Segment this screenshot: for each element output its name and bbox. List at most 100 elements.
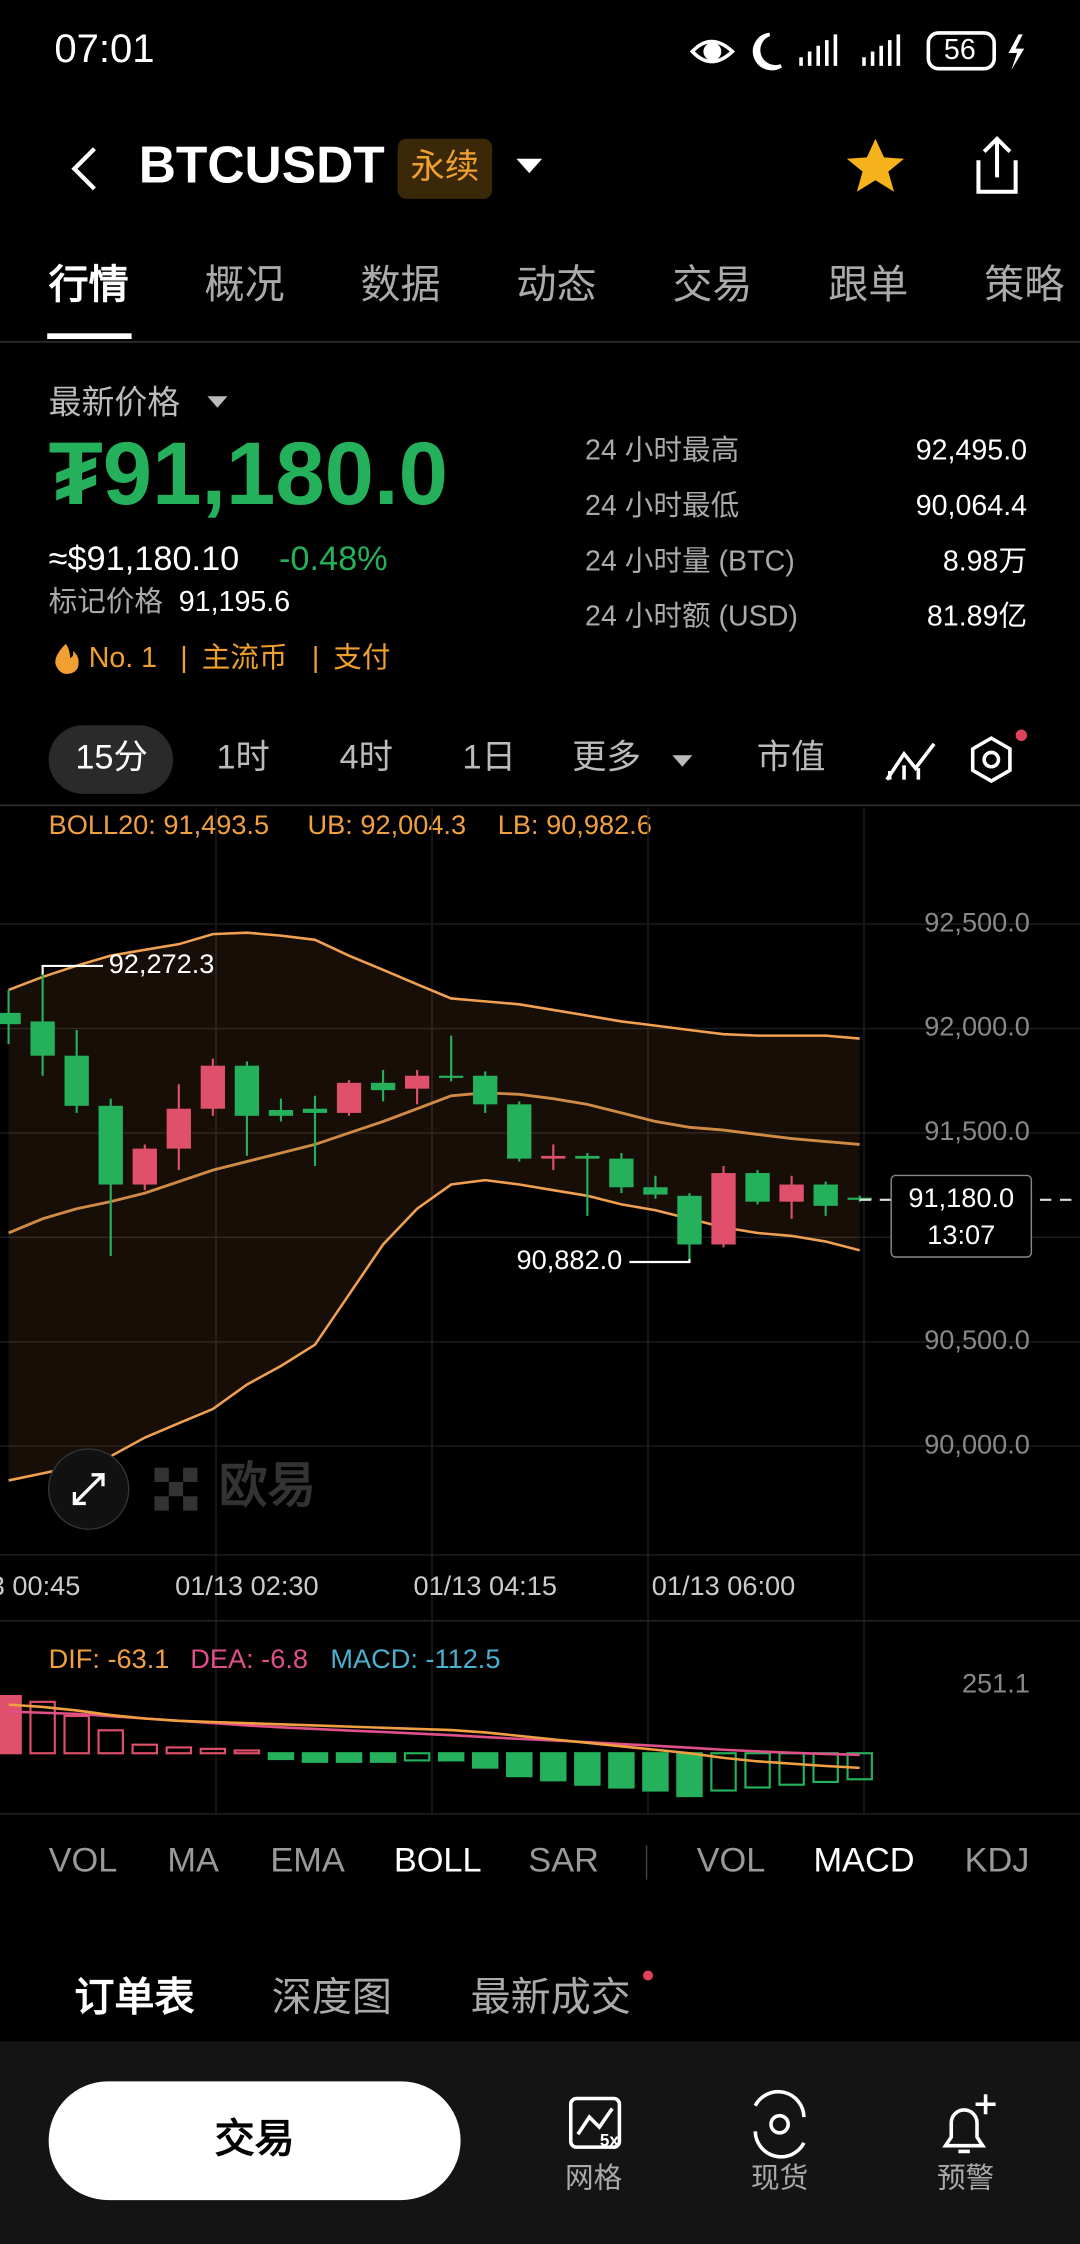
indicator[interactable]: VOL (49, 1842, 118, 1880)
badge: 永续 (411, 148, 480, 186)
tab[interactable]: 数据 (360, 263, 440, 307)
tab[interactable]: 概况 (205, 263, 285, 307)
macd-bar (369, 1752, 397, 1763)
macd-bar (165, 1746, 193, 1755)
badge-bg (397, 138, 493, 199)
nav-label[interactable]: 网格 (565, 2163, 622, 2195)
macd-label: MACD: -112.5 (330, 1643, 500, 1674)
candle-body (745, 1173, 770, 1202)
tab[interactable]: 策略 (984, 263, 1064, 307)
macd-bar (471, 1752, 499, 1769)
tag[interactable]: 支付 (333, 642, 390, 674)
candle-body (507, 1104, 532, 1159)
favorite[interactable] (846, 138, 905, 192)
countdown: 13:07 (927, 1219, 995, 1250)
low-label: 90,882.0 (517, 1244, 623, 1275)
indicator[interactable]: EMA (270, 1842, 344, 1880)
price-dropdown[interactable] (207, 396, 228, 408)
interval[interactable]: 1日 (463, 739, 516, 777)
last-price: ₮91,180.0 (49, 424, 448, 523)
grid-badge: 5x (600, 2130, 620, 2150)
macd-bar (97, 1729, 124, 1755)
separator: | (312, 642, 319, 674)
tab[interactable]: 行情 (49, 263, 129, 307)
candle-body (439, 1075, 464, 1078)
macd-bar (676, 1752, 703, 1798)
macd-bar (506, 1752, 533, 1778)
candle-body (711, 1173, 736, 1245)
watermark-logo (154, 1467, 198, 1511)
grid-icon[interactable] (568, 2096, 622, 2149)
status-icons (689, 31, 1025, 71)
watermark: 欧易 (219, 1459, 316, 1513)
macd-bar (335, 1752, 363, 1763)
boll-label: BOLL20: 91,493.5 (49, 809, 269, 840)
candle-body (200, 1065, 226, 1109)
notification-dot (1015, 729, 1028, 741)
mark-label: 标记价格 (49, 586, 163, 618)
y-tick-label: 91,500.0 (924, 1115, 1030, 1146)
interval[interactable]: 更多 (572, 739, 641, 777)
share[interactable] (976, 135, 1018, 194)
indicator[interactable]: KDJ (965, 1842, 1030, 1880)
tab-underline (47, 333, 132, 340)
interval[interactable]: 1时 (216, 739, 269, 777)
x-tick-label: 01/13 00:45 (0, 1570, 80, 1601)
tab[interactable]: 动态 (516, 263, 596, 307)
stat-value: 90,064.4 (916, 490, 1027, 522)
order-tab[interactable]: 最新成交 (471, 1975, 631, 2019)
low-leader (629, 1259, 691, 1264)
macd-tick-label: 251.1 (962, 1667, 1030, 1698)
candle-body (813, 1184, 838, 1206)
macd-bar (437, 1752, 465, 1762)
symbol-dropdown[interactable] (516, 158, 543, 174)
interval[interactable]: 市值 (757, 739, 826, 777)
interval[interactable]: 15分 (75, 739, 148, 777)
stat-label: 24 小时最低 (585, 490, 739, 522)
alert-icon[interactable] (942, 2094, 996, 2154)
expand-icon (72, 1473, 105, 1506)
macd-bar (540, 1752, 567, 1782)
indicator[interactable]: VOL (697, 1842, 766, 1880)
indicator[interactable]: BOLL (394, 1842, 482, 1880)
boll-middle (8, 1091, 860, 1235)
more-dropdown (672, 755, 693, 767)
high-leader (41, 964, 103, 975)
indicator[interactable]: MA (167, 1842, 219, 1880)
stat-value: 8.98万 (943, 545, 1027, 577)
indicator[interactable]: MACD (813, 1842, 914, 1880)
battery-level: 56 (944, 34, 976, 66)
tab[interactable]: 交易 (672, 263, 752, 307)
interval[interactable]: 4时 (339, 739, 392, 777)
y-tick-label: 92,000.0 (924, 1011, 1030, 1042)
symbol[interactable]: BTCUSDT (139, 135, 385, 193)
nav-label[interactable]: 预警 (937, 2163, 994, 2195)
y-tick-label: 92,500.0 (924, 906, 1030, 937)
candle-body (64, 1055, 89, 1106)
price-label: 最新价格 (49, 384, 181, 421)
tag[interactable]: 主流币 (202, 642, 288, 674)
dif-label: DIF: -63.1 (49, 1643, 170, 1674)
chart-type-icon[interactable] (885, 742, 936, 781)
macd-bar (710, 1752, 737, 1792)
indicator[interactable]: SAR (528, 1842, 599, 1880)
spot-icon[interactable] (753, 2089, 806, 2159)
separator: | (180, 642, 187, 674)
tab[interactable]: 跟单 (828, 263, 908, 307)
current-price: 91,180.0 (908, 1182, 1014, 1213)
back-button[interactable] (71, 147, 96, 191)
order-tab[interactable]: 深度图 (272, 1975, 392, 2019)
candle-body (404, 1075, 430, 1089)
trade-button[interactable] (48, 2081, 461, 2201)
candle-body (234, 1065, 260, 1116)
settings-icon[interactable] (970, 736, 1012, 784)
candle-body (302, 1108, 328, 1113)
nav-label[interactable]: 现货 (751, 2163, 808, 2195)
boll-label: UB: 92,004.3 (308, 809, 467, 840)
candle-body (541, 1155, 566, 1159)
order-tab[interactable]: 订单表 (74, 1975, 194, 2019)
trade-label: 交易 (215, 2117, 295, 2161)
tag[interactable]: No. 1 (89, 642, 157, 674)
status-time: 07:01 (54, 27, 154, 71)
